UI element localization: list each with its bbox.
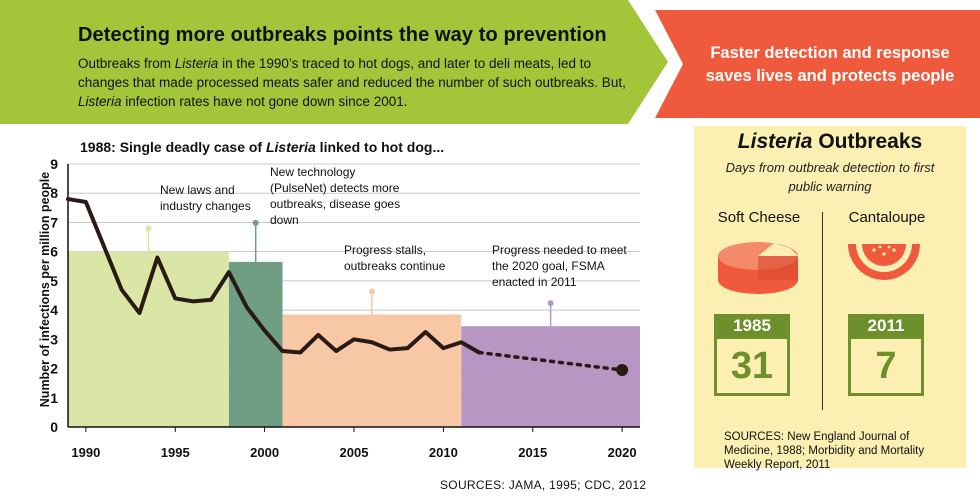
intro-part: infection rates have not gone down since…	[121, 94, 408, 109]
y-tick-label: 6	[50, 244, 58, 260]
panel-title-rest: Outbreaks	[812, 130, 923, 153]
y-tick-label: 2	[50, 361, 58, 377]
days-value-soft-cheese: 31	[714, 336, 790, 396]
listeria-chart: New laws and industry changes New technolo…	[38, 156, 640, 460]
y-tick-label: 9	[50, 156, 58, 172]
intro-text: Outbreaks from Listeria in the 1990’s tr…	[78, 54, 638, 111]
x-tick-label: 2005	[340, 445, 369, 460]
year-badge-2011: 2011	[848, 314, 924, 338]
target-point	[616, 364, 629, 377]
panel-sources: SOURCES: New England Journal of Medicine…	[724, 431, 925, 471]
period-label: New technology (PulseNet) detects more out…	[270, 165, 400, 227]
period-pin-head	[547, 300, 554, 307]
period-band	[282, 314, 462, 427]
panel-divider	[822, 212, 823, 410]
period-label: New laws and industry changes	[160, 183, 251, 213]
chart-source: SOURCES: JAMA, 1995; CDC, 2012	[440, 478, 647, 492]
green-banner-shape	[0, 0, 668, 124]
outbreak-panel: Listeria Outbreaks Days from outbreak de…	[694, 126, 966, 471]
panel-title: Listeria Outbreaks	[694, 130, 966, 154]
period-band	[461, 326, 640, 427]
period-band	[68, 251, 229, 427]
y-tick-label: 5	[50, 273, 58, 289]
banner-shapes	[0, 0, 980, 124]
intro-part: Outbreaks from	[78, 56, 175, 71]
x-tick-label: 2010	[429, 445, 458, 460]
cantaloupe-icon	[848, 244, 920, 280]
period-label: Progress stalls, outbreaks continue	[344, 243, 446, 273]
cheese-icon	[718, 242, 798, 294]
x-tick-label: 1995	[161, 445, 190, 460]
period-pin-head	[252, 219, 259, 226]
intro-part-italic: Listeria	[78, 94, 122, 109]
y-tick-label: 4	[50, 302, 58, 318]
chart-title-part: linked to hot dog...	[315, 139, 445, 155]
infection-rate-line	[66, 197, 482, 355]
chart-title-part: 1988: Single deadly case of	[80, 139, 266, 155]
days-value-cantaloupe: 7	[848, 336, 924, 396]
item-name-cantaloupe: Cantaloupe	[848, 209, 926, 226]
period-label: Progress needed to meet the 2020 goal, FS…	[492, 243, 627, 289]
y-tick-label: 0	[50, 419, 58, 435]
year-badge-1985: 1985	[714, 314, 790, 338]
intro-part: in the 1990’s traced to hot dogs, and la…	[78, 56, 626, 90]
period-pin-head	[145, 225, 152, 232]
red-banner-shape	[655, 10, 980, 118]
x-tick-label: 1990	[71, 445, 100, 460]
y-tick-label: 3	[50, 331, 58, 347]
target-trend-line	[477, 350, 624, 372]
x-tick-label: 2000	[250, 445, 279, 460]
y-axis-label: Number of infections per million people	[38, 172, 52, 407]
panel-subtitle: Days from outbreak detection to first pu…	[725, 160, 935, 194]
panel-title-italic: Listeria	[737, 130, 813, 153]
x-tick-label: 2015	[518, 445, 547, 460]
y-tick-label: 7	[50, 214, 58, 230]
chart-title-part-italic: Listeria	[265, 139, 316, 155]
chart-title: 1988: Single deadly case of Listeria lin…	[80, 139, 444, 155]
period-pin-head	[368, 288, 375, 295]
banner: Detecting more outbreaks points the way …	[0, 0, 980, 125]
item-name-soft-cheese: Soft Cheese	[717, 209, 801, 226]
intro-part-italic: Listeria	[174, 56, 219, 71]
y-tick-label: 8	[50, 185, 58, 201]
x-tick-label: 2020	[608, 445, 637, 460]
headline: Detecting more outbreaks points the way …	[78, 24, 607, 46]
callout-text: Faster detection and response saves live…	[705, 44, 955, 85]
y-tick-label: 1	[50, 390, 58, 406]
